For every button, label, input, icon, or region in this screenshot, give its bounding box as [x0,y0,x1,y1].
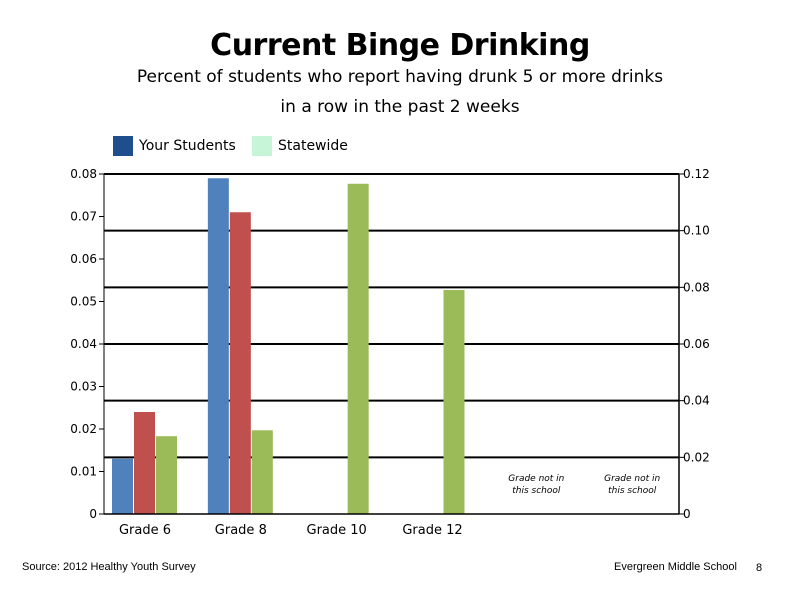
legend-item-your-students: Your Students [113,136,236,156]
y-left-tick-label: 0.01 [70,465,97,479]
page-number: 8 [756,562,763,574]
grade-note: Grade not in [604,474,660,484]
chart-subtitle-line2: in a row in the past 2 weeks [280,97,520,117]
bar [347,183,369,514]
bar [134,412,155,514]
grade-note: Grade not in [508,474,564,484]
x-category-label: Grade 10 [307,523,367,538]
legend-label-your-students: Your Students [139,138,236,154]
y-left-tick-label: 0 [89,507,97,521]
y-right-tick-label: 0.06 [683,337,710,351]
legend-swatch-statewide [252,136,272,156]
x-category-label: Grade 8 [215,523,267,538]
y-right-tick-label: 0.10 [683,224,710,238]
chart-title: Current Binge Drinking [210,28,590,63]
y-right-tick-label: 0.12 [683,167,710,181]
y-left-tick-label: 0.05 [70,295,97,309]
school-name: Evergreen Middle School [614,561,737,573]
bar [251,430,273,514]
y-left-tick-label: 0.07 [70,210,97,224]
bar [112,458,133,514]
grade-note: this school [512,486,561,496]
y-left-tick-label: 0.02 [70,422,97,436]
bar [156,436,177,514]
legend-label-statewide: Statewide [278,138,348,154]
legend-swatch-your-students [113,136,133,156]
y-left-tick-label: 0.03 [70,380,97,394]
x-category-label: Grade 12 [402,523,462,538]
y-left-tick-label: 0.08 [70,167,97,181]
x-category-label: Grade 6 [119,523,171,538]
bar [229,212,251,514]
legend-item-statewide: Statewide [252,136,348,156]
y-left-tick-label: 0.04 [70,337,97,351]
source-note: Source: 2012 Healthy Youth Survey [22,561,196,573]
chart-subtitle-line1: Percent of students who report having dr… [136,67,664,87]
grade-note: this school [608,486,657,496]
bar [443,290,465,514]
y-right-tick-label: 0.02 [683,450,710,464]
legend: Your Students Statewide [0,136,800,160]
y-right-tick-label: 0.08 [683,280,710,294]
bar [207,178,229,514]
y-right-tick-label: 0 [683,507,691,521]
y-right-tick-label: 0.04 [683,394,710,408]
y-left-tick-label: 0.06 [70,252,97,266]
